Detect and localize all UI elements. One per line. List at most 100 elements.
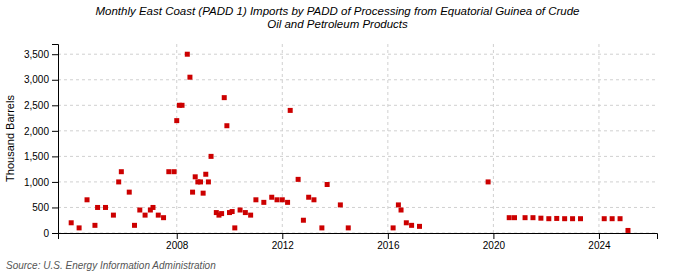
tick: 2012 [272,233,295,251]
tick-mark [599,233,600,239]
point [193,174,198,179]
point [507,215,512,220]
point [103,205,108,210]
tick-mark [52,156,58,157]
tick: 2,500 [24,100,58,111]
point [538,216,543,221]
point [253,197,258,202]
grid-line [58,130,657,131]
point [190,190,195,195]
point [116,179,121,184]
point [232,225,237,230]
tick-mark [52,182,58,183]
point [156,213,161,218]
tick: 1,500 [24,151,58,162]
point [338,202,343,207]
y-axis: 0 500 1,000 1,500 2,000 2,500 3,000 3,500 [24,45,59,239]
tick: 2008 [166,233,189,251]
point [238,208,243,213]
point [618,216,623,221]
point [137,208,142,213]
point [311,197,316,202]
tick-label: 500 [32,202,49,213]
grid-line [58,79,657,80]
tick: 500 [32,202,58,213]
point [132,223,137,228]
point [391,225,396,230]
grid [58,44,657,233]
tick-label: 2024 [588,240,611,251]
title-line: Oil and Petroleum Products [267,18,408,30]
grid-line [58,54,657,55]
tick: 2,000 [24,126,58,137]
tick-mark [493,233,494,239]
point [127,190,132,195]
point [269,195,274,200]
point [288,108,293,113]
point [248,213,253,218]
tick-mark [52,80,58,81]
point [417,224,422,229]
tick: 3,500 [24,49,58,60]
point [209,154,214,159]
point [512,215,517,220]
point [166,169,171,174]
axis-line [52,45,59,234]
tick-mark [177,233,178,239]
tick-mark [388,233,389,239]
point [570,216,575,221]
point [219,211,224,216]
point [111,213,116,218]
point [161,215,166,220]
point [95,205,100,210]
grid-line [598,44,599,233]
point [409,223,414,228]
tick: 2016 [377,233,400,251]
point [230,209,235,214]
point [325,182,330,187]
tick: 3,000 [24,74,58,85]
tick-label: 2008 [166,240,189,251]
y-axis-title: Thousand Barrels [4,95,16,182]
point [396,202,401,207]
point [301,218,306,223]
point [198,179,203,184]
point [404,220,409,225]
tick-label: 3,500 [24,49,49,60]
tick-label: 2016 [377,240,400,251]
tick: 1,000 [24,177,58,188]
grid-line [58,207,657,208]
tick-label: 2,500 [24,100,49,111]
point [296,177,301,182]
tick-label: 1,500 [24,151,49,162]
point [610,216,615,221]
point [578,216,583,221]
point [486,179,491,184]
tick-label: 3,000 [24,74,49,85]
point [243,210,248,215]
tick-mark [52,207,58,208]
point [185,52,190,57]
tick-label: 0 [43,228,49,239]
grid-line [58,105,657,106]
title-line: Monthly East Coast (PADD 1) Imports by P… [95,5,579,17]
point [180,103,185,108]
plot: 2008 2012 2016 2020 2024 0 500 1,000 1,500 2,000 2… [24,44,658,251]
grid-line [387,44,388,233]
point [530,215,535,220]
point [150,205,155,210]
point [187,75,192,80]
x-axis: 2008 2012 2016 2020 2024 [59,233,658,251]
tick-label: 2012 [272,240,295,251]
tick: 2024 [588,233,611,251]
point [285,200,290,205]
point [554,216,559,221]
point [206,179,211,184]
tick-label: 2020 [483,240,506,251]
point [172,169,177,174]
tick-mark [52,105,58,106]
point [203,172,208,177]
grid-line [58,181,657,182]
axis-line [59,234,658,240]
point [174,118,179,123]
